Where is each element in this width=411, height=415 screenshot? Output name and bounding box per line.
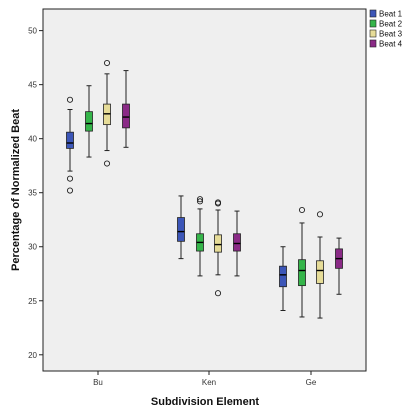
y-tick-label-20: 20 <box>28 351 37 360</box>
outlier-beat3-bu-1 <box>103 59 111 67</box>
box-body-beat1-bu <box>66 131 74 149</box>
box-body-beat4-bu <box>122 103 130 129</box>
outlier-beat2-ken-1 <box>196 196 204 203</box>
box-body-beat3-ken <box>214 234 222 253</box>
box-beat2-bu <box>85 85 93 158</box>
y-tick-label-35: 35 <box>28 189 37 198</box>
box-body-beat1-ken <box>177 217 185 242</box>
box-beat3-ge <box>316 211 324 319</box>
box-beat4-ken <box>233 210 241 277</box>
outlier-beat1-bu-0 <box>66 187 74 194</box>
y-tick-label-45: 45 <box>28 81 37 90</box>
box-beat4-ge <box>335 237 343 295</box>
legend-label-beat2: Beat 2 <box>379 20 403 29</box>
y-axis: 20 25 30 35 40 45 50 <box>28 27 43 360</box>
y-tick-label-30: 30 <box>28 243 37 252</box>
box-body-beat2-bu <box>85 111 93 132</box>
box-beat2-ge <box>298 206 306 318</box>
y-axis-title: Percentage of Normalized Beat <box>10 109 22 271</box>
legend-swatch-beat2 <box>369 19 377 28</box>
box-body-beat4-ken <box>233 233 241 252</box>
x-tick-label-ken: Ken <box>202 378 216 387</box>
outlier-beat3-ken-0 <box>214 290 222 297</box>
box-body-beat2-ge <box>298 259 306 287</box>
outlier-beat2-ge-0 <box>298 206 306 214</box>
x-tick-label-bu: Bu <box>93 378 103 387</box>
x-axis-title: Subdivision Element <box>151 396 260 408</box>
outlier-beat1-bu-2 <box>66 96 74 103</box>
y-tick-label-40: 40 <box>28 135 37 144</box>
box-series <box>66 59 343 319</box>
outlier-beat3-ken-2 <box>214 199 222 206</box>
y-tick-label-25: 25 <box>28 297 37 306</box>
box-beat3-ken <box>214 199 222 297</box>
legend-label-beat3: Beat 3 <box>379 30 403 39</box>
plot-area <box>42 8 367 372</box>
box-body-beat3-ge <box>316 260 324 284</box>
box-beat2-ken <box>196 196 204 277</box>
box-beat1-bu <box>66 96 74 194</box>
legend-swatch-beat3 <box>369 29 377 38</box>
box-beat1-ken <box>177 195 185 260</box>
outlier-beat1-bu-1 <box>66 175 74 182</box>
x-axis: Bu Ken Ge <box>93 371 317 387</box>
outlier-beat3-ge-0 <box>316 211 324 218</box>
outlier-beat2-ken-0 <box>196 198 204 205</box>
legend-label-beat4: Beat 4 <box>379 40 403 49</box>
legend-swatch-beat4 <box>369 39 377 48</box>
outlier-beat3-bu-0 <box>103 160 111 167</box>
legend-swatch-beat1 <box>369 9 377 18</box>
box-body-beat1-ge <box>279 265 287 288</box>
box-beat1-ge <box>279 246 287 311</box>
x-tick-label-ge: Ge <box>306 378 317 387</box>
box-beat3-bu <box>103 59 111 167</box>
box-beat4-bu <box>122 70 130 148</box>
legend-label-beat1: Beat 1 <box>379 10 403 19</box>
y-tick-label-50: 50 <box>28 27 37 36</box>
